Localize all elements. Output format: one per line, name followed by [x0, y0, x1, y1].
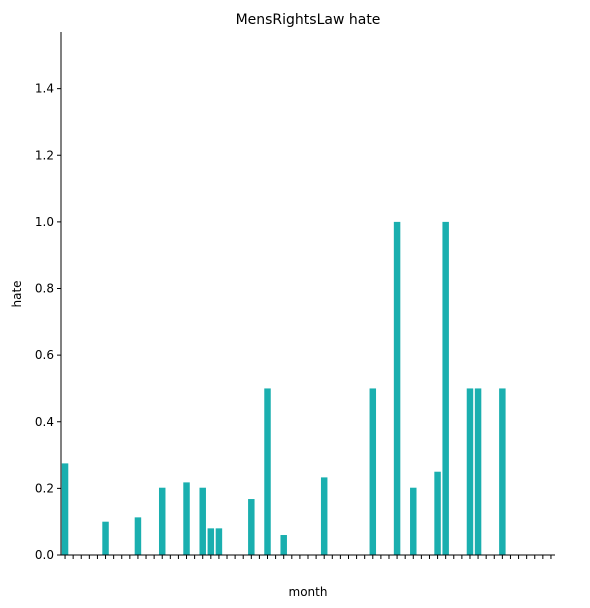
x-axis-title: month: [289, 585, 328, 599]
y-axis-title: hate: [10, 280, 24, 307]
y-tick-label: 0.8: [35, 282, 54, 296]
bar-13: [158, 487, 166, 555]
y-tick-label: 0.0: [35, 548, 54, 562]
bar-33: [320, 477, 328, 555]
y-tick-label: 1.2: [35, 148, 54, 162]
x-axis: [61, 554, 555, 559]
y-tick-label: 1.0: [35, 215, 54, 229]
y-tick-label: 0.4: [35, 415, 54, 429]
y-tick-label: 0.6: [35, 348, 54, 362]
bar-6: [102, 521, 109, 555]
y-axis: 0.0 0.2 0.4 0.6 0.8 1.0 1.2 1.4: [35, 32, 62, 562]
bar-28: [280, 535, 287, 555]
bar-16: [183, 482, 190, 555]
bar-39: [369, 388, 377, 555]
bar-52: [474, 388, 482, 555]
bar-20: [215, 528, 223, 555]
bar-26: [264, 388, 271, 555]
bar-48: [442, 221, 449, 555]
bar-19: [207, 528, 215, 555]
bar-10: [134, 517, 142, 555]
bar-42: [393, 221, 401, 555]
bar-55: [499, 388, 506, 555]
bar-44: [410, 487, 417, 555]
bar-51: [466, 388, 474, 555]
y-tick-label: 1.4: [35, 82, 54, 96]
bars-group: [61, 221, 506, 555]
bar-1: [61, 463, 69, 555]
bar-47: [434, 471, 441, 555]
y-tick-label: 0.2: [35, 481, 54, 495]
bar-24: [248, 499, 255, 555]
chart-title: MensRightsLaw hate: [236, 12, 381, 28]
bar-18: [199, 487, 206, 555]
